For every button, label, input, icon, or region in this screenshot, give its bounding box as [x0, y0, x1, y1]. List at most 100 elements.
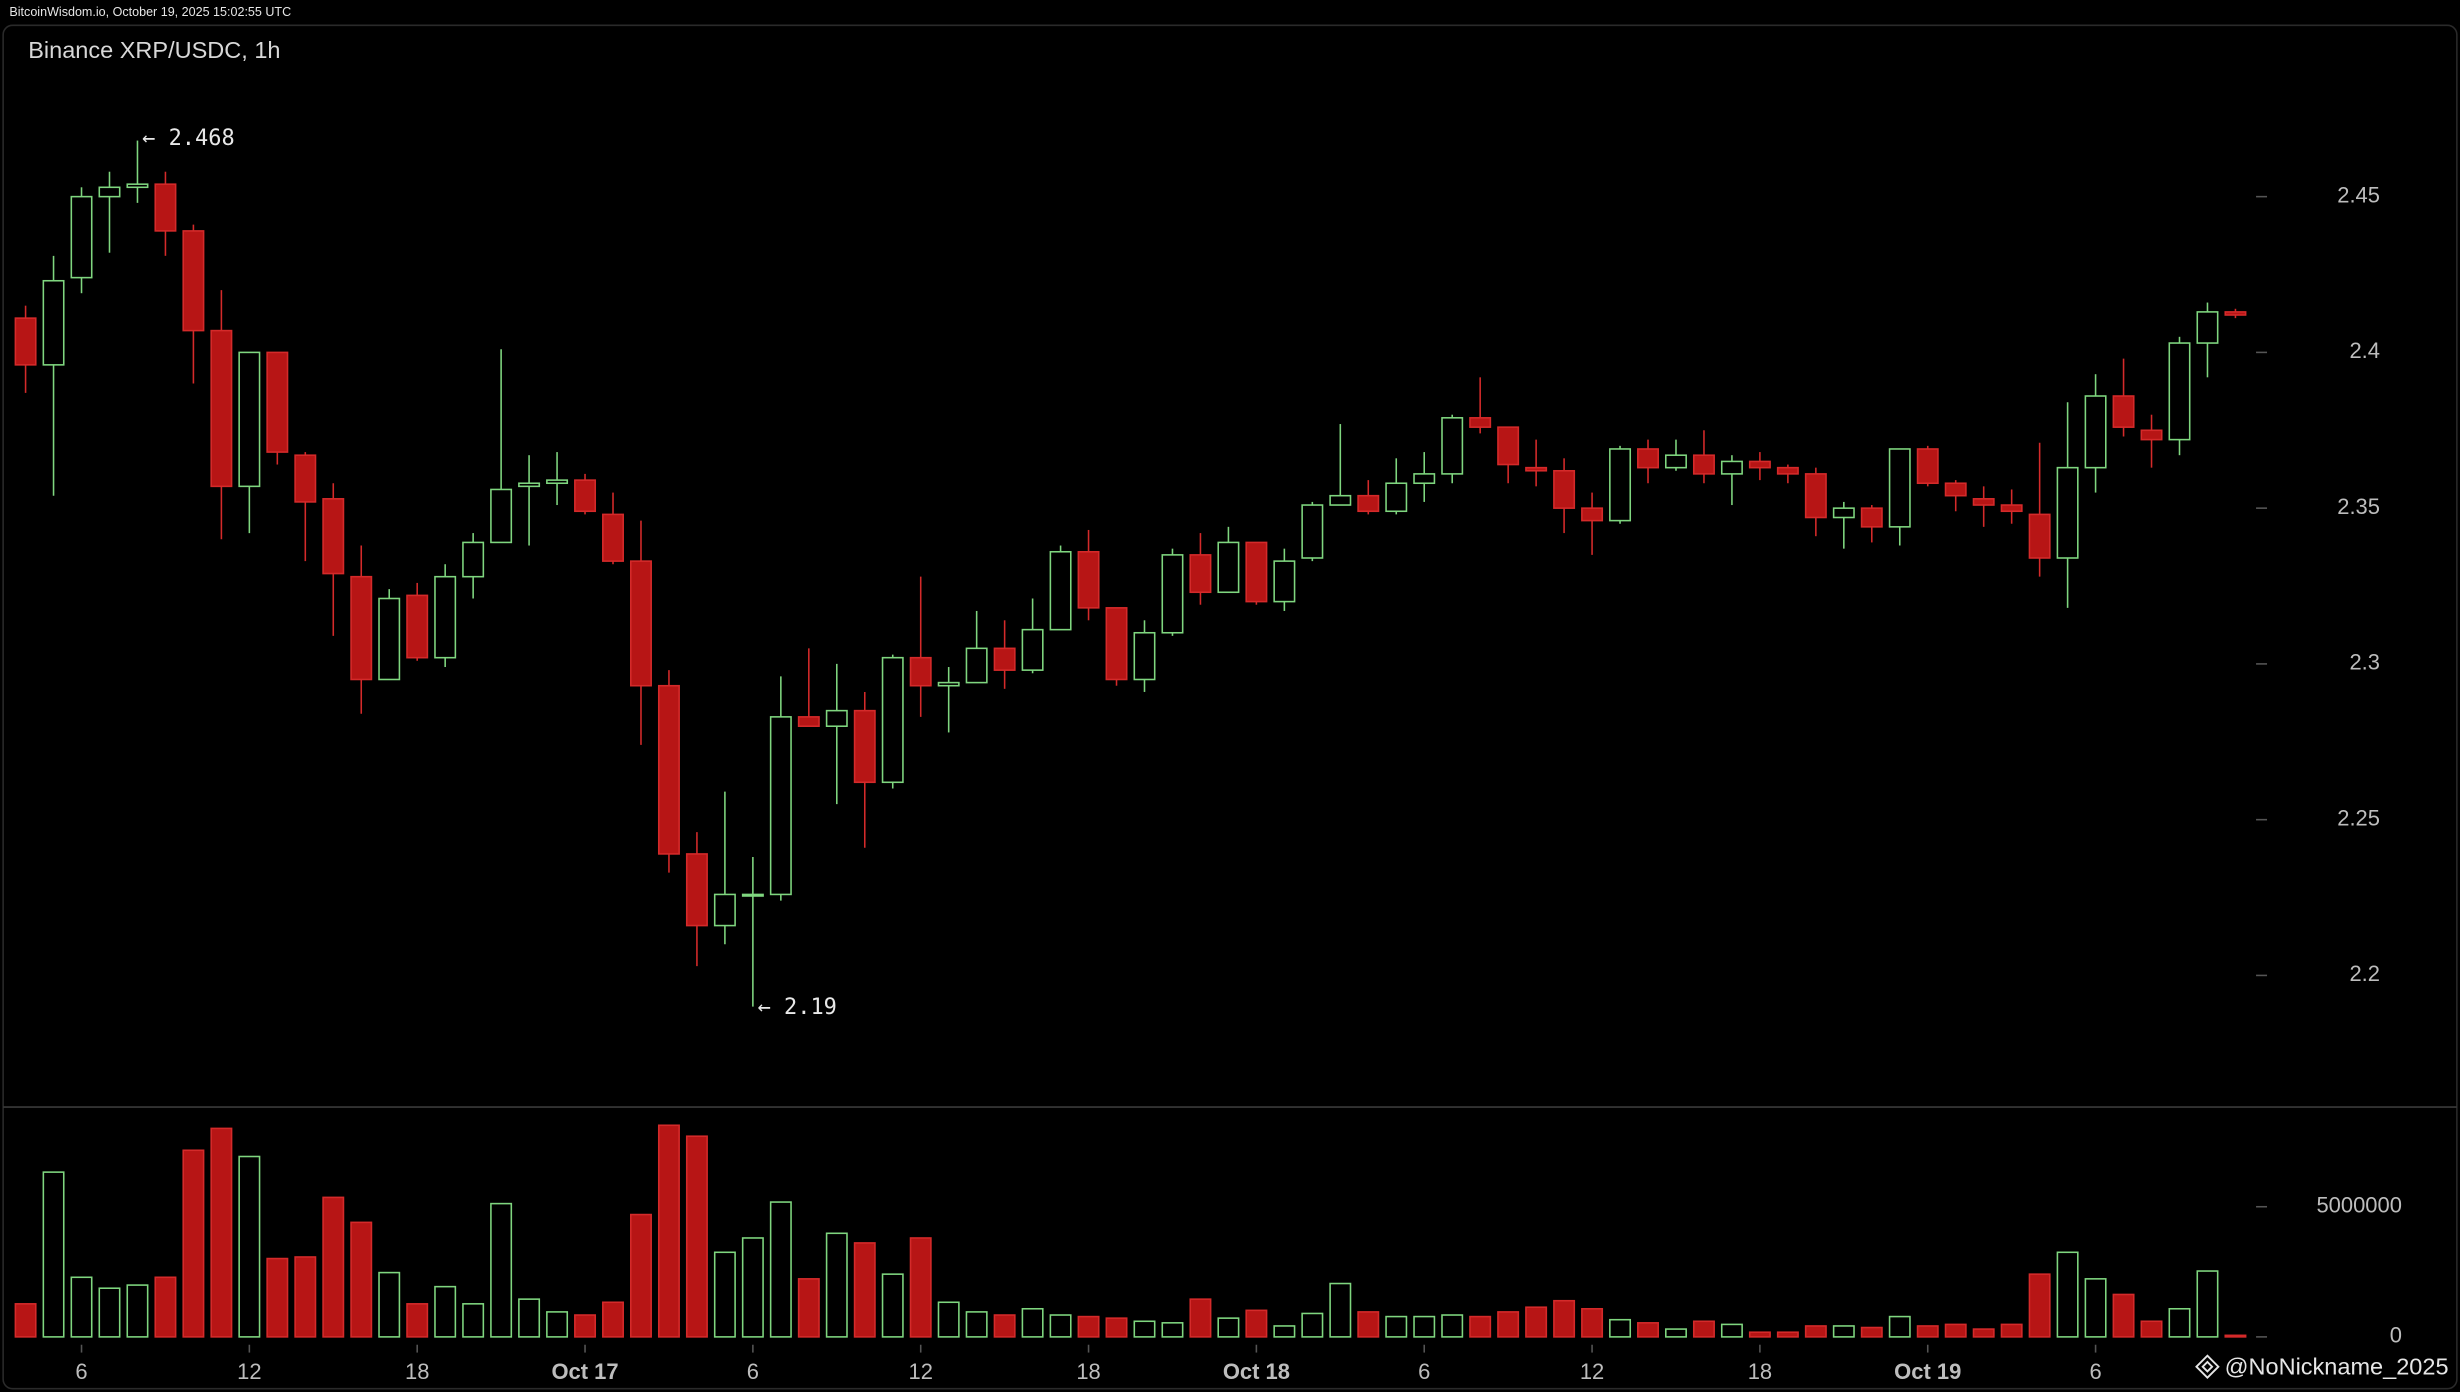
- candle-body: [182, 230, 205, 332]
- candle-body: [210, 329, 233, 488]
- volume-bar: [378, 1271, 401, 1338]
- candle-body: [1245, 541, 1268, 603]
- candle-body: [1692, 454, 1715, 475]
- volume-bar: [182, 1149, 205, 1338]
- volume-bar: [937, 1301, 960, 1338]
- volume-bar: [993, 1314, 1016, 1338]
- y-tick-label: 2.45: [2337, 182, 2380, 207]
- volume-bar: [1832, 1325, 1855, 1338]
- candle-body: [350, 575, 373, 681]
- volume-bar: [1413, 1315, 1436, 1338]
- candle-body: [1021, 628, 1044, 671]
- candle-body: [825, 709, 848, 727]
- x-tick-label: 6: [2089, 1359, 2101, 1384]
- candle-body: [1161, 554, 1184, 634]
- volume-bar: [2140, 1320, 2163, 1338]
- x-tick-label: Oct 18: [1223, 1359, 1290, 1384]
- volume-bar: [1105, 1317, 1128, 1338]
- volume-bar: [1860, 1326, 1883, 1338]
- volume-bar: [1720, 1323, 1743, 1338]
- candle-body: [2196, 311, 2219, 344]
- candle-body: [406, 594, 429, 659]
- volume-bar: [909, 1237, 932, 1338]
- candle-body: [1888, 448, 1911, 528]
- candle-body: [629, 560, 652, 687]
- candle-body: [42, 279, 65, 366]
- candle-body: [2028, 513, 2051, 559]
- candle-body: [98, 186, 121, 198]
- x-tick-label: 6: [1418, 1359, 1430, 1384]
- volume-bar: [350, 1221, 373, 1338]
- volume-bar: [266, 1257, 289, 1338]
- candle-body: [1273, 560, 1296, 603]
- volume-bar: [406, 1303, 429, 1338]
- volume-bar: [1944, 1323, 1967, 1338]
- candle-body: [126, 183, 149, 189]
- volume-bar: [70, 1276, 93, 1338]
- x-tick-label: 18: [1076, 1359, 1100, 1384]
- volume-bar: [1776, 1331, 1799, 1338]
- candle-body: [909, 656, 932, 687]
- candle-body: [462, 541, 485, 578]
- candle-body: [1776, 466, 1799, 475]
- volume-bar: [1357, 1311, 1380, 1338]
- candle-body: [937, 681, 960, 687]
- volume-bar: [126, 1284, 149, 1338]
- candle-body: [1581, 507, 1604, 522]
- candle-body: [769, 716, 792, 896]
- volume-bar: [294, 1256, 317, 1338]
- chart-frame: [2, 24, 2458, 1390]
- volume-bar: [322, 1196, 345, 1338]
- low-annotation: ← 2.19: [758, 995, 837, 1020]
- volume-bar: [657, 1124, 680, 1338]
- volume-bar: [462, 1303, 485, 1338]
- candle-body: [1301, 504, 1324, 559]
- candle-body: [741, 893, 764, 897]
- candle-body: [490, 488, 513, 544]
- candle-body: [1525, 466, 1548, 472]
- volume-bar: [1049, 1314, 1072, 1338]
- volume-bar: [1133, 1320, 1156, 1338]
- volume-bar: [2112, 1293, 2135, 1338]
- watermark: @NoNickname_2025: [2225, 1353, 2449, 1379]
- candle-body: [1665, 454, 1687, 469]
- candle-body: [1916, 448, 1939, 485]
- candle-body: [518, 482, 541, 488]
- candle-body: [1944, 482, 1967, 497]
- volume-bar: [1469, 1315, 1492, 1338]
- candle-body: [1217, 541, 1240, 594]
- volume-bar: [238, 1155, 261, 1338]
- volume-bar: [1385, 1315, 1408, 1338]
- candle-body: [70, 195, 93, 279]
- x-tick-label: 18: [1748, 1359, 1772, 1384]
- volume-bar: [2056, 1251, 2079, 1338]
- x-tick-label: Oct 19: [1894, 1359, 1961, 1384]
- volume-bar: [629, 1213, 652, 1338]
- volume-bar: [602, 1301, 624, 1338]
- candle-body: [853, 709, 876, 784]
- volume-bar: [518, 1298, 541, 1338]
- candle-body: [993, 647, 1016, 671]
- candle-body: [434, 575, 457, 659]
- volume-bar: [1021, 1307, 1044, 1338]
- candle-body: [322, 498, 345, 575]
- candle-body: [1049, 550, 1072, 631]
- volume-bar: [1972, 1328, 1995, 1338]
- volume-bar: [1217, 1317, 1240, 1338]
- candle-body: [1441, 417, 1464, 475]
- volume-bar: [713, 1251, 736, 1338]
- volume-bar: [797, 1278, 820, 1338]
- candle-body: [965, 647, 988, 684]
- volume-bar: [2000, 1323, 2023, 1338]
- x-tick-label: 6: [747, 1359, 759, 1384]
- candle-body: [266, 351, 289, 453]
- x-tick-label: 12: [909, 1359, 933, 1384]
- candle-body: [546, 479, 569, 485]
- volume-bar: [1916, 1325, 1939, 1338]
- volume-bar: [546, 1311, 569, 1338]
- candle-body: [881, 656, 904, 784]
- volume-bar: [1525, 1306, 1548, 1338]
- volume-bar: [1301, 1312, 1324, 1338]
- volume-bar: [1077, 1315, 1100, 1338]
